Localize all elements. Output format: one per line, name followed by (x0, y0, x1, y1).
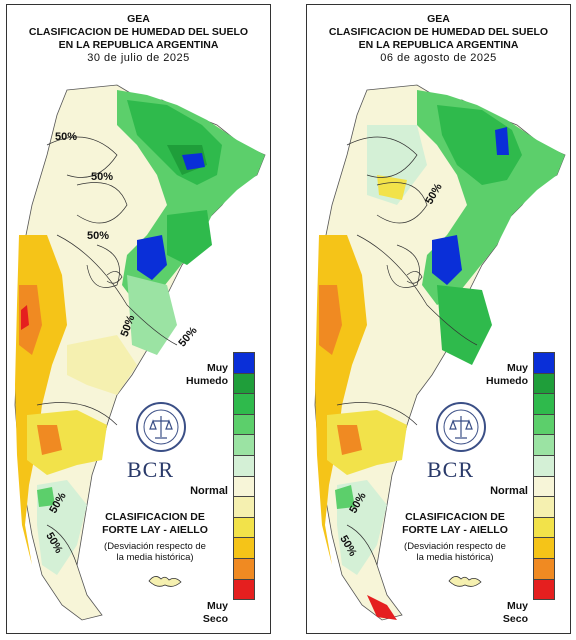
legend-swatch (233, 557, 255, 580)
legend-swatch (533, 434, 555, 456)
method-line-1: CLASIFICACION DE (105, 511, 205, 523)
note-line-2: la media histórica) (116, 552, 194, 563)
legend-mid-label: Normal (490, 485, 528, 497)
legend-swatch (233, 413, 255, 436)
method-line-1: CLASIFICACION DE (405, 511, 505, 523)
legend-swatch (533, 393, 555, 415)
argentina-map-right (314, 84, 566, 621)
pct-label: 50% (55, 131, 78, 143)
legend-swatch (233, 434, 255, 456)
argentina-map-left (14, 84, 266, 621)
legend-swatch (533, 475, 555, 498)
legend-swatch (533, 537, 555, 559)
legend-swatch (233, 496, 255, 518)
method-line-2: FORTE LAY - AIELLO (402, 524, 508, 536)
legend-swatch (233, 516, 255, 539)
legend-top-label: Muy Humedo (186, 362, 228, 388)
legend-top-label: Muy Humedo (486, 362, 528, 388)
legend-swatch (533, 413, 555, 436)
note-line-1: (Desviación respecto de (104, 541, 206, 552)
date-label: 06 de agosto de 2025 (380, 52, 497, 64)
title-line-2: EN LA REPUBLICA ARGENTINA (358, 39, 519, 51)
legend-swatch (533, 352, 555, 374)
legend-bottom-label: Muy Seco (203, 600, 228, 626)
map-panel-left: GEA CLASIFICACION DE HUMEDAD DEL SUELO E… (6, 4, 271, 634)
legend-swatch (533, 454, 555, 477)
legend-swatch (533, 516, 555, 539)
legend-swatch (533, 578, 555, 601)
legend-top-label-2: Humedo (486, 375, 528, 387)
note-line-2: la media histórica) (416, 552, 494, 563)
note-label: (Desviación respecto de la media históri… (389, 541, 521, 563)
note-label: (Desviación respecto de la media históri… (89, 541, 221, 563)
title-line-1: CLASIFICACION DE HUMEDAD DEL SUELO (328, 26, 549, 38)
legend-mid-label: Normal (190, 485, 228, 497)
org-label: GEA (127, 13, 150, 25)
legend-swatch (533, 557, 555, 580)
map-panel-right: GEA CLASIFICACION DE HUMEDAD DEL SUELO E… (306, 4, 571, 634)
pct-label: 50% (91, 171, 114, 183)
legend-bottom-label-2: Seco (502, 613, 528, 625)
org-label: GEA (427, 13, 450, 25)
legend-swatch (533, 496, 555, 518)
legend-swatch (233, 352, 255, 374)
legend-bottom-label-2: Seco (202, 613, 228, 625)
legend-bottom-label-1: Muy (507, 600, 528, 612)
date-label: 30 de julio de 2025 (87, 52, 190, 64)
legend-color-scale (533, 352, 555, 601)
map-title-left: GEA CLASIFICACION DE HUMEDAD DEL SUELO E… (7, 13, 270, 65)
legend-bottom-label-1: Muy (207, 600, 228, 612)
method-label: CLASIFICACION DE FORTE LAY - AIELLO (89, 511, 221, 537)
legend-swatch (233, 372, 255, 395)
title-line-1: CLASIFICACION DE HUMEDAD DEL SUELO (28, 26, 249, 38)
legend-bottom-label: Muy Seco (503, 600, 528, 626)
note-line-1: (Desviación respecto de (404, 541, 506, 552)
title-line-2: EN LA REPUBLICA ARGENTINA (58, 39, 219, 51)
legend-swatch (233, 537, 255, 559)
malvinas-islands-icon (148, 576, 182, 587)
legend-swatch (233, 454, 255, 477)
legend-swatch (233, 475, 255, 498)
pct-label: 50% (87, 230, 110, 242)
legend-top-label-1: Muy (207, 362, 228, 374)
legend-color-scale (233, 352, 255, 601)
bcr-brand: BCR (427, 457, 475, 482)
map-title-right: GEA CLASIFICACION DE HUMEDAD DEL SUELO E… (307, 13, 570, 65)
method-label: CLASIFICACION DE FORTE LAY - AIELLO (389, 511, 521, 537)
legend-swatch (233, 578, 255, 601)
bcr-seal-icon (436, 402, 486, 452)
legend-swatch (533, 372, 555, 395)
malvinas-islands-icon (448, 576, 482, 587)
bcr-seal-icon (136, 402, 186, 452)
legend-top-label-1: Muy (507, 362, 528, 374)
bcr-brand: BCR (127, 457, 175, 482)
legend-top-label-2: Humedo (186, 375, 228, 387)
legend-swatch (233, 393, 255, 415)
method-line-2: FORTE LAY - AIELLO (102, 524, 208, 536)
